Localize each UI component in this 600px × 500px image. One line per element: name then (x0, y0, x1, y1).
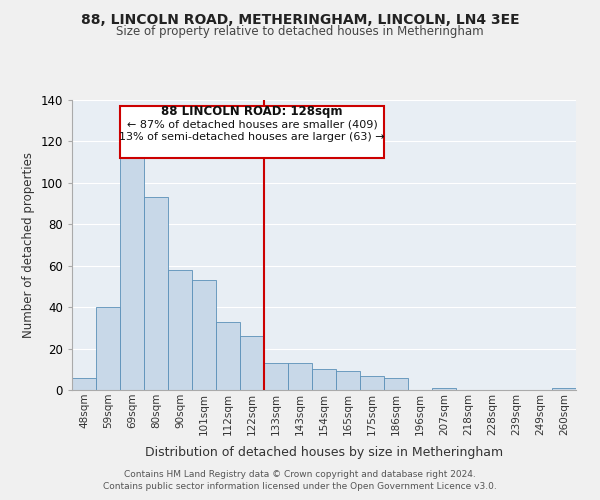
Bar (216, 322, 240, 390)
Bar (336, 372, 360, 390)
Y-axis label: Number of detached properties: Number of detached properties (22, 152, 35, 338)
Bar (312, 370, 336, 390)
Bar (96, 307, 120, 390)
Bar (192, 280, 216, 390)
Text: 13% of semi-detached houses are larger (63) →: 13% of semi-detached houses are larger (… (119, 132, 385, 142)
Bar (72, 378, 96, 390)
Text: Contains HM Land Registry data © Crown copyright and database right 2024.: Contains HM Land Registry data © Crown c… (124, 470, 476, 479)
Text: ← 87% of detached houses are smaller (409): ← 87% of detached houses are smaller (40… (127, 120, 377, 130)
Bar (288, 363, 312, 390)
Bar (144, 198, 168, 390)
Bar (240, 336, 264, 390)
Bar (264, 363, 288, 390)
Bar (168, 270, 192, 390)
Bar (120, 152, 144, 390)
Bar (552, 388, 576, 390)
FancyBboxPatch shape (120, 106, 384, 158)
Text: Size of property relative to detached houses in Metheringham: Size of property relative to detached ho… (116, 25, 484, 38)
Bar (384, 378, 408, 390)
Bar (432, 388, 456, 390)
X-axis label: Distribution of detached houses by size in Metheringham: Distribution of detached houses by size … (145, 446, 503, 459)
Bar (360, 376, 384, 390)
Text: 88, LINCOLN ROAD, METHERINGHAM, LINCOLN, LN4 3EE: 88, LINCOLN ROAD, METHERINGHAM, LINCOLN,… (80, 12, 520, 26)
Text: Contains public sector information licensed under the Open Government Licence v3: Contains public sector information licen… (103, 482, 497, 491)
Text: 88 LINCOLN ROAD: 128sqm: 88 LINCOLN ROAD: 128sqm (161, 105, 343, 118)
